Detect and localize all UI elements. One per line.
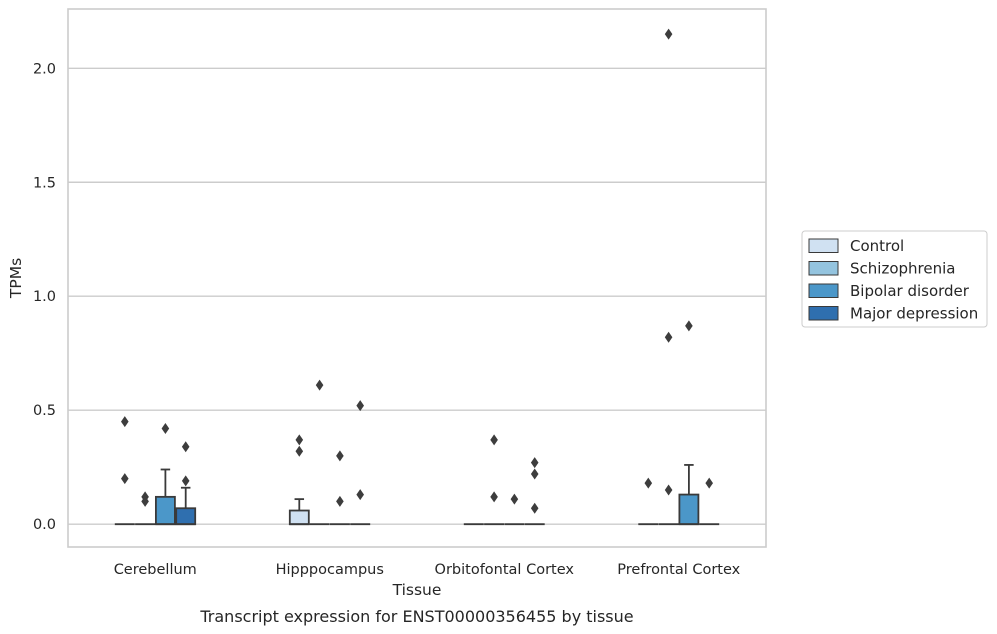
outlier-point	[356, 400, 364, 412]
box-plot	[329, 450, 350, 526]
box-plot	[114, 416, 135, 526]
y-tick-label: 0.0	[33, 517, 56, 533]
x-tick-label: Orbitofontal Cortex	[435, 562, 575, 578]
outlier-point	[336, 495, 344, 507]
outlier-point	[530, 502, 539, 514]
y-tick-label: 2.0	[33, 61, 56, 77]
outlier-point	[161, 422, 170, 434]
box-plot	[699, 477, 720, 526]
x-tick-label: Cerebellum	[114, 562, 197, 578]
box-plot	[288, 434, 310, 526]
box-plot	[309, 379, 330, 526]
x-axis-label: Tissue	[392, 581, 442, 599]
box-plot	[658, 28, 679, 526]
grid-lines	[68, 67, 766, 525]
legend-item: Control	[808, 237, 904, 255]
outlier-point	[295, 434, 304, 446]
outlier-point	[181, 475, 190, 487]
box-plot	[154, 422, 176, 526]
legend-label: Schizophrenia	[850, 260, 955, 278]
outlier-point	[530, 457, 539, 469]
y-tick-label: 1.0	[33, 289, 56, 305]
chart-caption: Transcript expression for ENST0000035645…	[199, 607, 633, 626]
box-plot	[350, 400, 371, 526]
outlier-point	[181, 441, 190, 453]
plot-frame	[67, 8, 767, 548]
x-tick-label: Hipppocampus	[276, 562, 384, 578]
x-tick-label: Prefrontal Cortex	[617, 562, 740, 578]
outlier-point	[121, 473, 129, 485]
outlier-point	[295, 445, 304, 457]
outlier-point	[356, 489, 364, 501]
box-plot	[524, 457, 545, 526]
box-plot	[678, 320, 700, 526]
box-plot	[175, 441, 197, 526]
outlier-point	[510, 493, 519, 505]
y-tick-label: 1.5	[33, 175, 56, 191]
outlier-point	[490, 491, 498, 503]
outlier-point	[644, 477, 653, 489]
legend: Control Schizophrenia Bipolar disorder Majo…	[801, 230, 988, 328]
legend-swatch	[808, 283, 839, 298]
legend-item: Major depression	[808, 305, 978, 323]
box-plot	[135, 491, 156, 526]
legend-swatch	[808, 306, 839, 321]
x-axis-ticks: Cerebellum Hipppocampus Orbitofontal Corte…	[114, 562, 741, 578]
outlier-point	[664, 28, 673, 40]
y-axis-ticks: 0.0 0.5 1.0 1.5 2.0	[33, 61, 56, 533]
outlier-point	[490, 434, 498, 446]
y-tick-label: 0.5	[33, 403, 56, 419]
legend-swatch	[808, 261, 839, 276]
box	[154, 495, 176, 526]
legend-frame	[801, 230, 988, 328]
legend-label: Major depression	[850, 305, 978, 323]
box-plot	[504, 493, 525, 526]
outlier-point	[121, 416, 129, 428]
box	[288, 509, 310, 526]
box	[175, 507, 197, 526]
outlier-point	[336, 450, 344, 462]
y-axis-label: TPMs	[7, 258, 25, 299]
legend-swatch	[808, 238, 839, 253]
legend-label: Control	[850, 237, 904, 255]
outlier-point	[705, 477, 713, 489]
outlier-point	[530, 468, 539, 480]
outlier-point	[685, 320, 693, 332]
box-plots	[114, 28, 720, 526]
outlier-point	[664, 484, 673, 496]
box-plot	[638, 477, 659, 526]
outlier-point	[315, 379, 324, 391]
outlier-point	[141, 495, 149, 507]
box	[678, 493, 700, 526]
legend-item: Schizophrenia	[808, 260, 955, 278]
outlier-point	[664, 331, 673, 343]
legend-label: Bipolar disorder	[850, 282, 970, 300]
box-plot	[484, 434, 505, 526]
legend-item: Bipolar disorder	[808, 282, 970, 300]
